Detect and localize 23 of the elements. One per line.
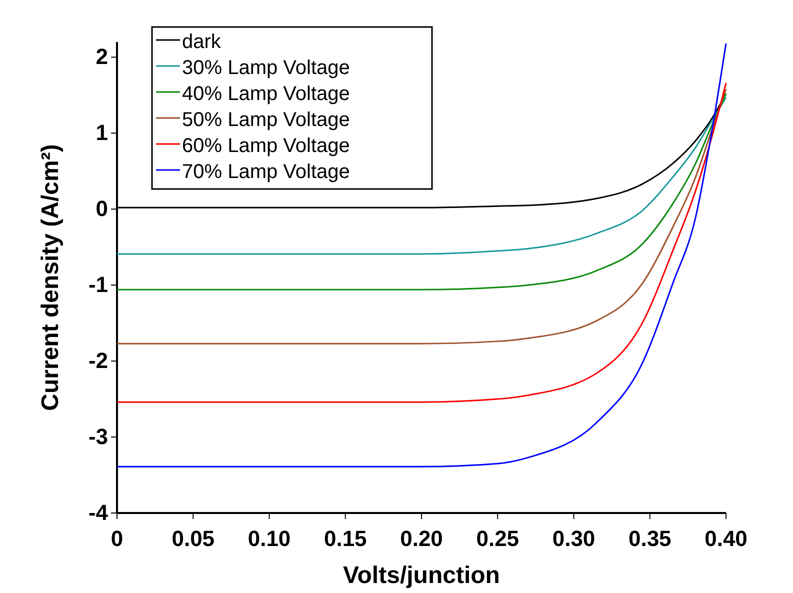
y-tick-label: 0 <box>96 196 108 222</box>
x-tick-label: 0.10 <box>248 526 291 552</box>
x-tick-label: 0.20 <box>400 526 443 552</box>
x-tick-label: 0.15 <box>324 526 367 552</box>
y-tick-label: -2 <box>88 348 108 374</box>
x-tick-label: 0.35 <box>628 526 672 552</box>
legend-label: 50% Lamp Voltage <box>182 109 350 131</box>
y-tick-label: -1 <box>88 272 108 298</box>
x-tick-label: 0.05 <box>172 526 215 552</box>
legend-label: 40% Lamp Voltage <box>182 83 350 105</box>
legend-label: dark <box>182 31 222 53</box>
legend-label: 60% Lamp Voltage <box>182 135 350 157</box>
legend-label: 70% Lamp Voltage <box>182 161 350 183</box>
legend-label: 30% Lamp Voltage <box>182 57 350 79</box>
y-tick-label: -4 <box>88 500 109 526</box>
y-tick-label: -3 <box>88 424 108 450</box>
y-tick-label: 2 <box>96 44 108 70</box>
x-tick-label: 0.25 <box>476 526 520 552</box>
x-tick-label: 0.30 <box>552 526 596 552</box>
x-tick-label: 0.40 <box>704 526 748 552</box>
y-axis-title: Current density (A/cm²) <box>37 144 64 411</box>
y-tick-label: 1 <box>96 120 108 146</box>
x-axis-title: Volts/junction <box>343 562 500 589</box>
